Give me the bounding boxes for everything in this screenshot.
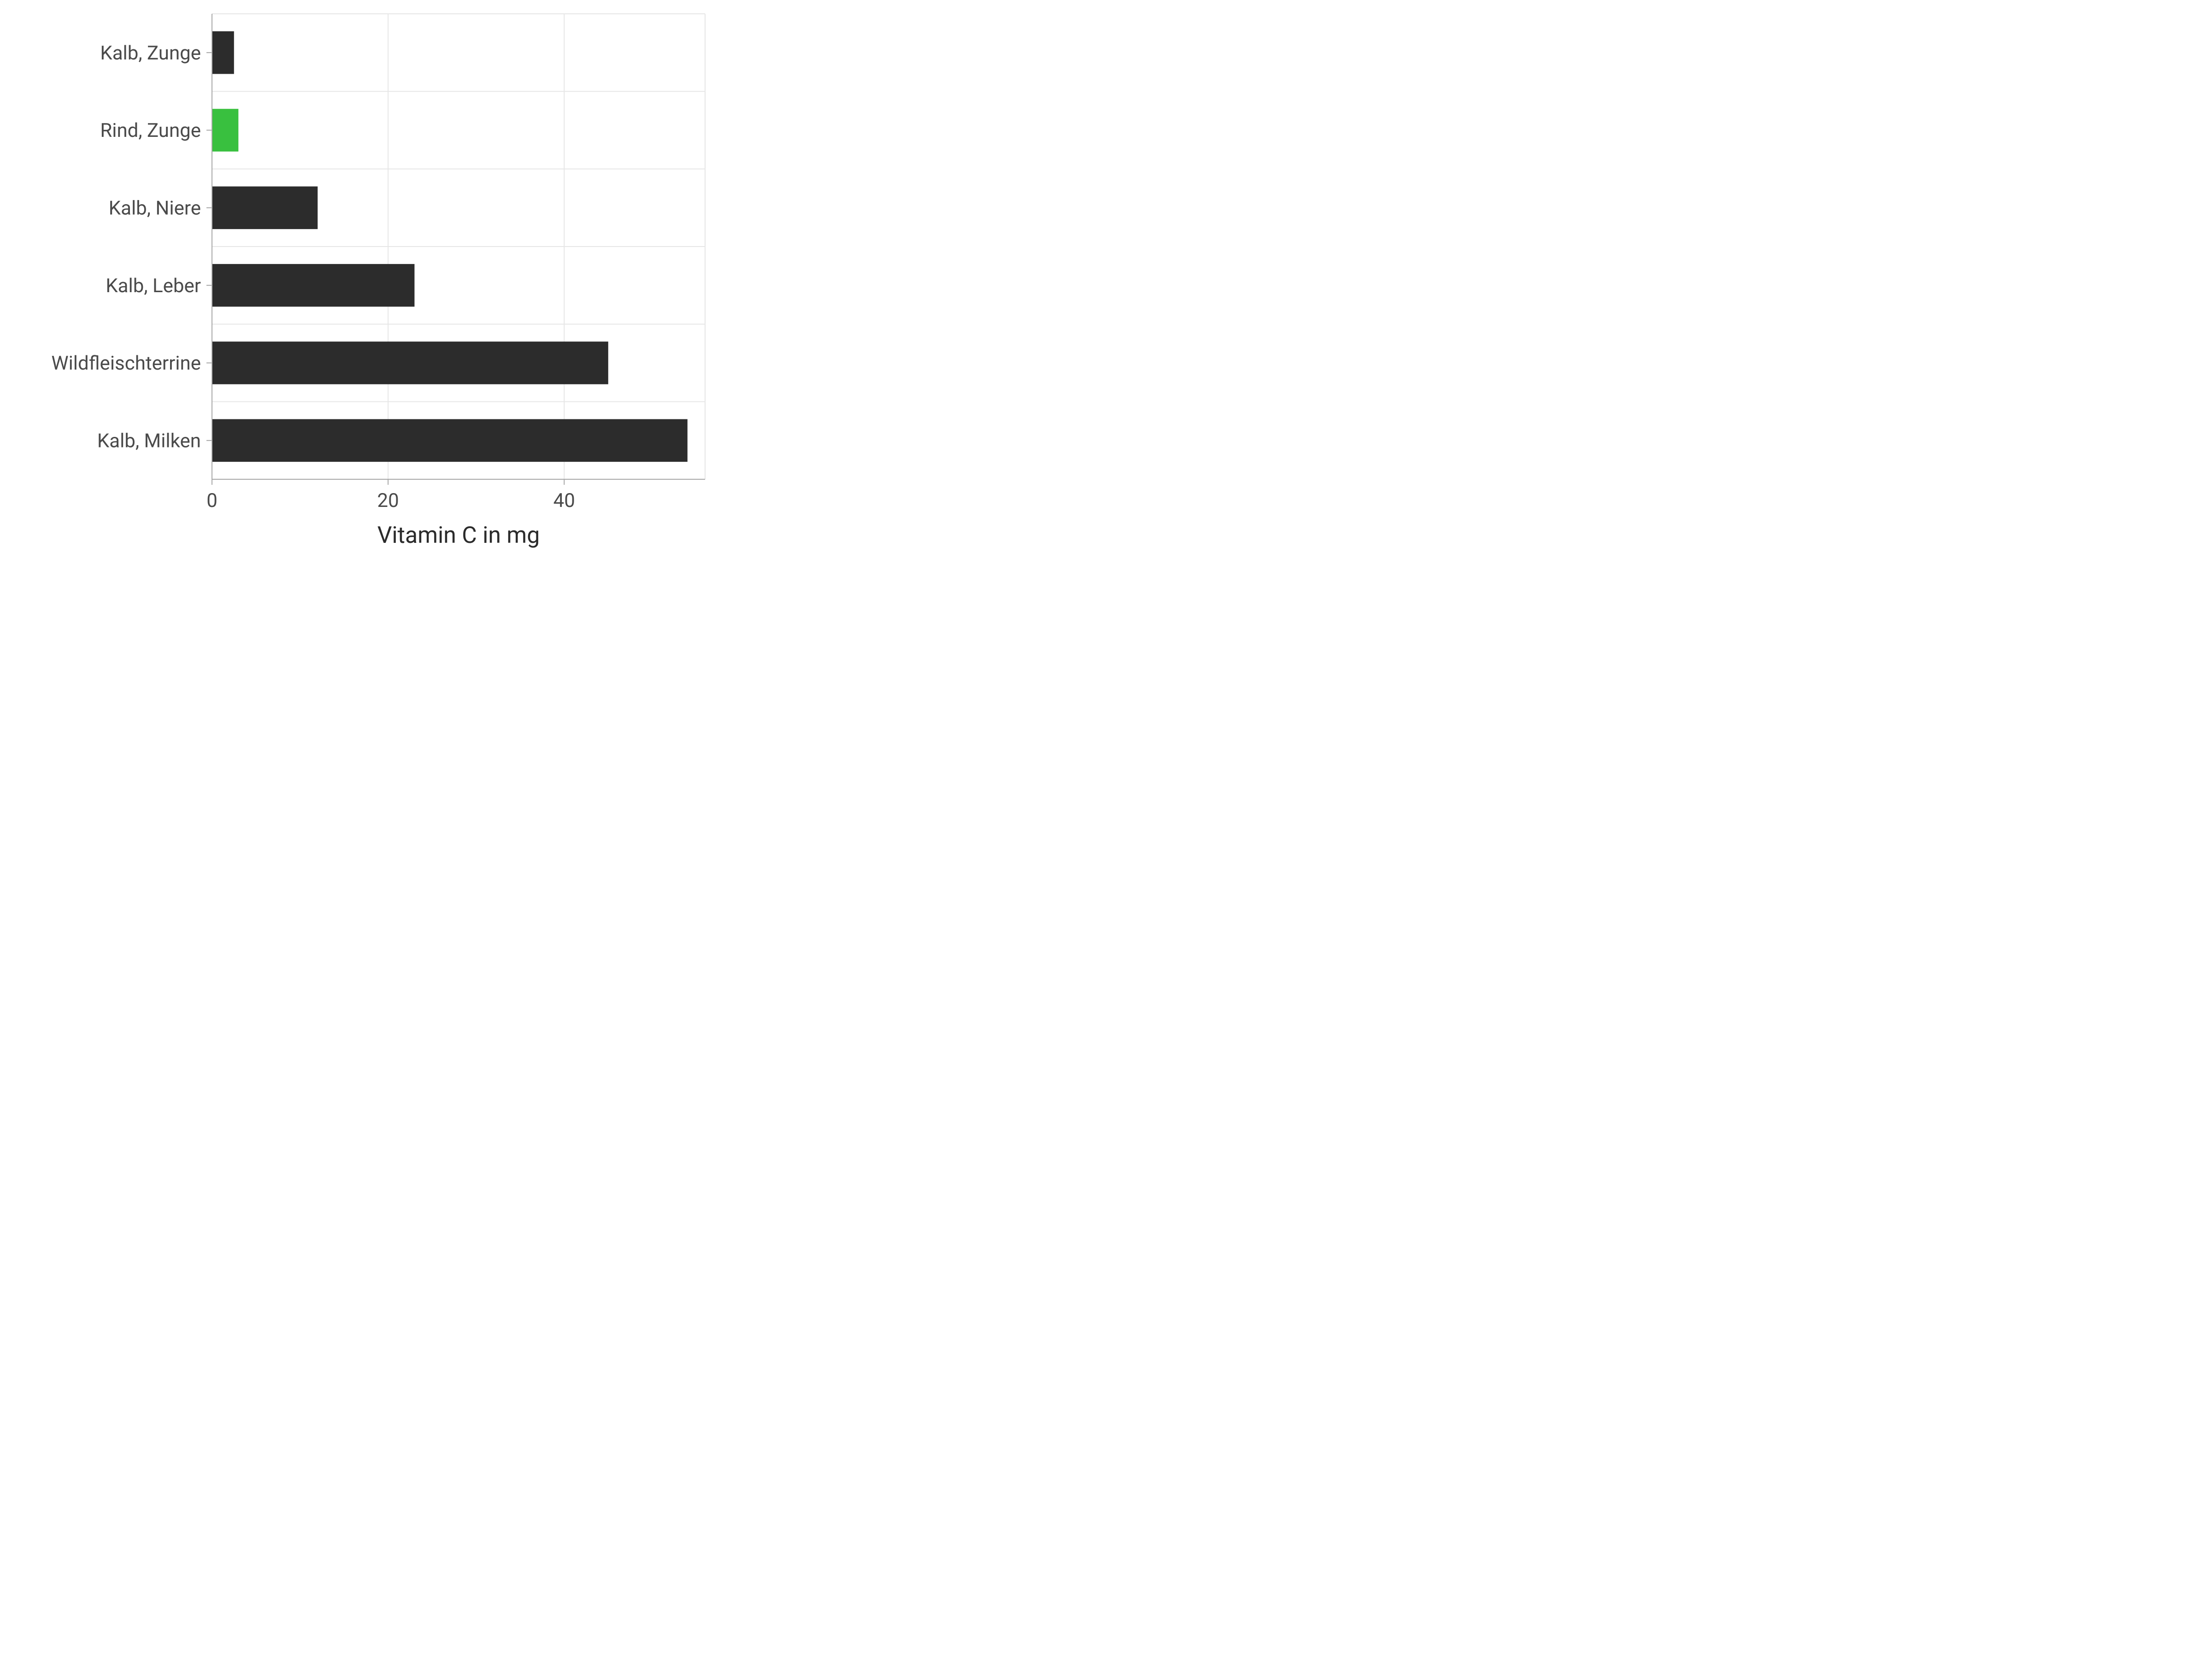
x-axis-label: Vitamin C in mg [377,522,540,549]
x-tick-label: 20 [377,489,399,512]
bar [212,341,608,384]
bar [212,419,688,462]
chart-svg: 0 20 40 Kalb, Zunge Rind, Zunge Kalb, Niere Ka… [0,0,737,553]
bar [212,187,318,229]
category-label: Kalb, Niere [109,197,201,220]
x-tick-label: 40 [553,489,575,512]
bar [212,31,234,74]
bar [212,109,238,152]
category-label: Kalb, Milken [97,430,201,453]
vitamin-c-bar-chart: 0 20 40 Kalb, Zunge Rind, Zunge Kalb, Niere Ka… [0,0,737,553]
category-label: Wildfleischterrine [51,352,201,375]
category-label: Rind, Zunge [100,119,201,142]
category-label: Kalb, Zunge [100,42,201,65]
category-label: Kalb, Leber [106,275,201,297]
x-tick-label: 0 [206,489,218,512]
bar [212,264,414,307]
